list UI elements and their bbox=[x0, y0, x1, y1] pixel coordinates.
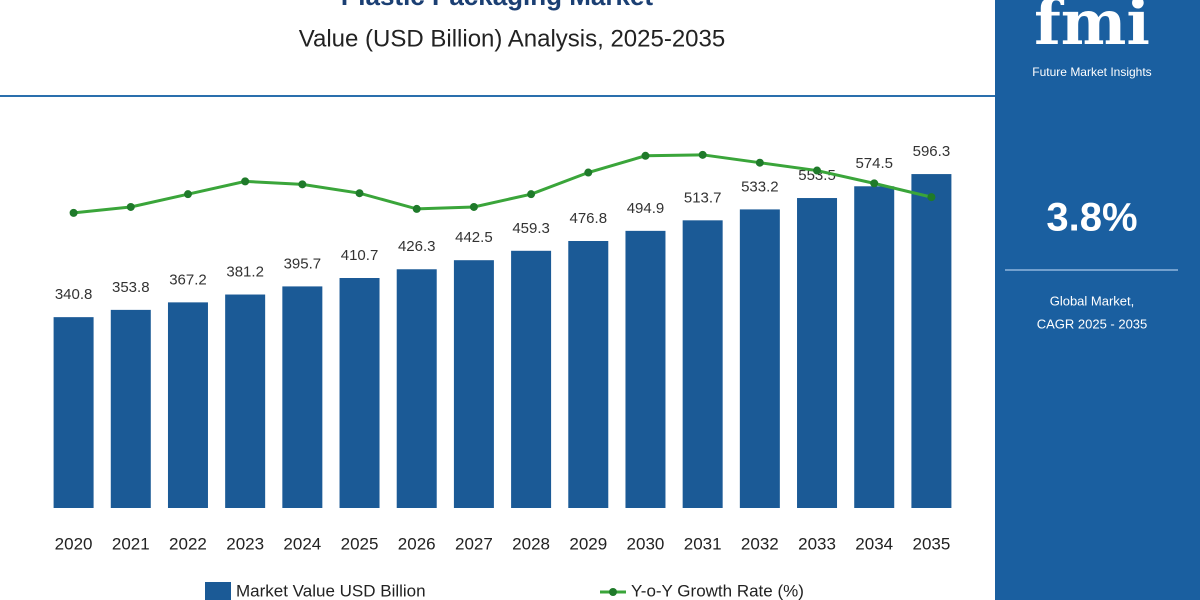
value-label: 596.3 bbox=[913, 143, 951, 160]
x-tick-label: 2026 bbox=[398, 534, 436, 553]
line-point bbox=[527, 190, 536, 199]
bar bbox=[339, 278, 380, 508]
value-label: 574.5 bbox=[855, 155, 893, 172]
legend-swatch bbox=[205, 582, 231, 600]
line-point bbox=[927, 193, 936, 202]
value-label: 340.8 bbox=[55, 286, 93, 303]
bar bbox=[110, 309, 151, 508]
x-tick-label: 2031 bbox=[684, 534, 722, 553]
line bbox=[73, 153, 932, 215]
line-point bbox=[641, 151, 650, 160]
logo: fmi bbox=[1034, 0, 1150, 59]
x-tick-label: 2020 bbox=[55, 534, 93, 553]
x-tick-label: 2021 bbox=[112, 534, 150, 553]
x-tick-label: 2027 bbox=[455, 534, 493, 553]
line-point bbox=[870, 179, 879, 188]
legend-label: Market Value USD Billion bbox=[236, 581, 426, 600]
line-point bbox=[755, 158, 764, 167]
x-tick-label: 2030 bbox=[627, 534, 665, 553]
value-label: 367.2 bbox=[169, 271, 207, 288]
line-point bbox=[241, 177, 250, 186]
x-tick-label: 2035 bbox=[912, 534, 950, 553]
bar bbox=[53, 317, 94, 508]
bar bbox=[225, 294, 266, 508]
x-tick-label: 2034 bbox=[855, 534, 893, 553]
cagr-caption: Global Market, bbox=[1050, 293, 1135, 308]
value-label: 426.3 bbox=[398, 238, 436, 255]
legend-swatch bbox=[609, 588, 617, 596]
line-point bbox=[183, 190, 192, 199]
x-tick-label: 2029 bbox=[569, 534, 607, 553]
line-point bbox=[355, 189, 364, 198]
bar bbox=[625, 230, 666, 508]
bar bbox=[682, 220, 723, 508]
value-label: 381.2 bbox=[226, 263, 264, 280]
brand: Future Market Insights bbox=[1032, 65, 1151, 79]
x-tick-label: 2024 bbox=[283, 534, 321, 553]
value-label: 442.5 bbox=[455, 229, 493, 246]
cagr-caption: CAGR 2025 - 2035 bbox=[1037, 316, 1148, 331]
line-point bbox=[584, 168, 593, 177]
line-point bbox=[698, 150, 707, 159]
chart-title: Plastic Packaging Market bbox=[341, 0, 653, 11]
side-panel bbox=[995, 0, 1200, 600]
line-point bbox=[469, 202, 478, 211]
bar bbox=[568, 240, 609, 508]
x-tick-label: 2025 bbox=[341, 534, 379, 553]
line-point bbox=[69, 208, 78, 217]
bar bbox=[511, 250, 552, 509]
x-tick-label: 2033 bbox=[798, 534, 836, 553]
bar bbox=[396, 269, 437, 508]
value-label: 395.7 bbox=[284, 255, 322, 272]
line-point bbox=[813, 166, 822, 175]
bar bbox=[854, 186, 895, 508]
bar bbox=[911, 174, 952, 508]
bar bbox=[797, 198, 838, 509]
value-label: 353.8 bbox=[112, 279, 150, 296]
chart-subtitle: Value (USD Billion) Analysis, 2025-2035 bbox=[299, 25, 725, 52]
x-tick-label: 2028 bbox=[512, 534, 550, 553]
x-tick-label: 2022 bbox=[169, 534, 207, 553]
bar bbox=[167, 302, 208, 508]
x-tick-label: 2023 bbox=[226, 534, 264, 553]
legend-label: Y-o-Y Growth Rate (%) bbox=[631, 581, 804, 600]
value-label: 513.7 bbox=[684, 189, 722, 206]
value-label: 494.9 bbox=[627, 200, 665, 217]
bar bbox=[453, 260, 494, 508]
value-label: 410.7 bbox=[341, 247, 379, 264]
line-point bbox=[298, 180, 307, 189]
value-label: 533.2 bbox=[741, 178, 779, 195]
x-tick-label: 2032 bbox=[741, 534, 779, 553]
bar bbox=[739, 209, 780, 508]
cagr-value: 3.8% bbox=[1046, 196, 1137, 240]
line-point bbox=[412, 204, 421, 213]
line-point bbox=[126, 202, 135, 211]
bar bbox=[282, 286, 323, 508]
value-label: 476.8 bbox=[570, 210, 608, 227]
value-label: 459.3 bbox=[512, 220, 550, 237]
